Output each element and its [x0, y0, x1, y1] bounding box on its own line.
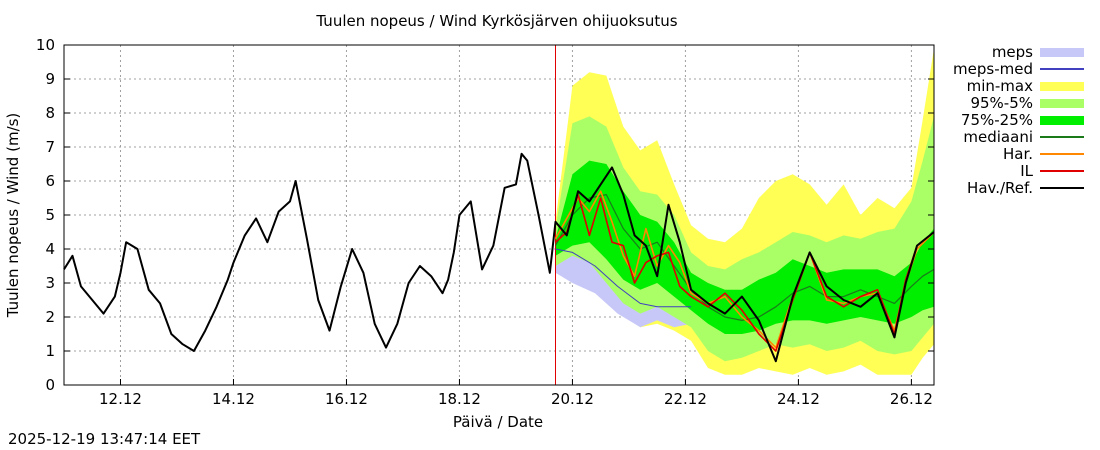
series-line-meps-med [555, 248, 692, 308]
y-tick-label: 0 [45, 376, 55, 394]
x-tick-label: 22.12 [664, 390, 707, 408]
y-axis-label: Tuulen nopeus / Wind (m/s) [4, 113, 22, 319]
wind-chart: Tuulen nopeus / Wind Kyrkösjärven ohijuo… [4, 12, 1084, 430]
y-tick-label: 4 [45, 240, 55, 258]
chart-title: Tuulen nopeus / Wind Kyrkösjärven ohijuo… [315, 12, 677, 30]
series-line-il [554, 193, 935, 352]
y-tick-label: 9 [45, 70, 55, 88]
y-tick-label: 1 [45, 342, 55, 360]
forecast-bands [555, 48, 934, 375]
x-tick-label: 18.12 [438, 390, 481, 408]
legend-label: 75%-25% [961, 111, 1033, 129]
y-tick-label: 3 [45, 274, 55, 292]
x-axis-ticks: 12.12 14.12 16.12 18.12 20.12 22.12 24.12 26.12 [99, 379, 933, 408]
x-tick-label: 26.12 [890, 390, 933, 408]
legend-label: meps-med [953, 60, 1033, 78]
legend-label: mediaani [963, 128, 1033, 146]
x-tick-label: 12.12 [99, 390, 142, 408]
x-tick-label: 14.12 [212, 390, 255, 408]
series-lines [63, 152, 935, 363]
legend-label: meps [992, 43, 1033, 61]
y-tick-label: 6 [45, 172, 55, 190]
legend-swatch [1040, 48, 1084, 57]
series-line-hav-ref [63, 152, 935, 363]
y-axis-ticks: 0 1 2 3 4 5 6 7 8 9 10 [36, 36, 934, 394]
x-tick-label: 20.12 [551, 390, 594, 408]
legend-swatch [1040, 82, 1084, 91]
legend-label: Har. [1003, 145, 1033, 163]
legend-swatch [1040, 99, 1084, 108]
legend-label: Hav./Ref. [967, 179, 1033, 197]
band-75-25 [555, 160, 934, 334]
legend: mepsmeps-medmin-max95%-5%75%-25%mediaani… [953, 43, 1084, 197]
legend-swatch [1040, 116, 1084, 125]
x-tick-label: 16.12 [325, 390, 368, 408]
legend-label: 95%-5% [970, 94, 1033, 112]
y-tick-label: 7 [45, 138, 55, 156]
legend-label: min-max [967, 77, 1034, 95]
y-tick-label: 2 [45, 308, 55, 326]
y-tick-label: 5 [45, 206, 55, 224]
y-tick-label: 10 [36, 36, 55, 54]
x-tick-label: 24.12 [777, 390, 820, 408]
x-axis-label: Päivä / Date [453, 413, 543, 430]
timestamp: 2025-12-19 13:47:14 EET [8, 430, 201, 448]
y-tick-label: 8 [45, 104, 55, 122]
legend-label: IL [1020, 162, 1033, 180]
